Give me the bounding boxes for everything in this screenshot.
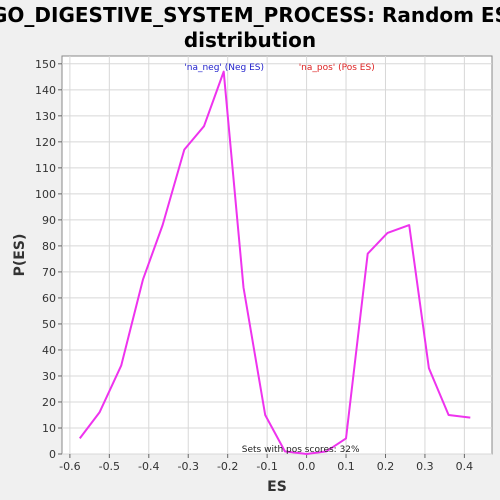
y-tick-label: 20 — [42, 396, 56, 409]
x-tick-label: 0.4 — [456, 460, 474, 473]
y-tick-label: 50 — [42, 318, 56, 331]
series-line — [79, 70, 471, 455]
chart-title-line2: distribution — [184, 28, 316, 52]
y-tick-label: 150 — [35, 58, 56, 71]
x-tick-label: 0.0 — [298, 460, 316, 473]
y-tick-label: 60 — [42, 292, 56, 305]
legend-entry-pos: 'na_pos' (Pos ES) — [299, 63, 375, 73]
x-tick-label: -0.6 — [59, 460, 80, 473]
y-tick-label: 40 — [42, 344, 56, 357]
y-tick-label: 90 — [42, 214, 56, 227]
x-axis-title: ES — [267, 479, 287, 495]
y-tick-label: 30 — [42, 370, 56, 383]
x-tick-label: -0.3 — [178, 460, 199, 473]
y-axis-title: P(ES) — [12, 234, 28, 277]
y-tick-label: 110 — [35, 162, 56, 175]
y-tick-label: 130 — [35, 110, 56, 123]
y-tick-label: 120 — [35, 136, 56, 149]
annotation-pos-scores: Sets with pos scores: 32% — [242, 445, 360, 455]
y-tick-label: 80 — [42, 240, 56, 253]
x-tick-label: 0.1 — [337, 460, 355, 473]
x-tick-label: -0.4 — [138, 460, 159, 473]
x-tick-label: -0.2 — [217, 460, 238, 473]
y-tick-label: 70 — [42, 266, 56, 279]
x-tick-label: 0.2 — [377, 460, 395, 473]
x-tick-label: -0.5 — [99, 460, 120, 473]
y-tick-label: 140 — [35, 84, 56, 97]
x-tick-label: -0.1 — [256, 460, 277, 473]
y-tick-label: 10 — [42, 422, 56, 435]
y-tick-label: 100 — [35, 188, 56, 201]
y-tick-label: 0 — [49, 448, 56, 461]
chart-title-line1: GO_DIGESTIVE_SYSTEM_PROCESS: Random ES — [0, 3, 500, 27]
x-tick-label: 0.3 — [416, 460, 434, 473]
series-layer — [79, 70, 471, 455]
axis-ticks: 0 10 20 30 40 50 60 70 80 90 100 110 120 130 140 150 -0.… — [35, 58, 473, 473]
plot-area — [61, 55, 493, 455]
legend-entry-neg: 'na_neg' (Neg ES) — [184, 63, 264, 73]
